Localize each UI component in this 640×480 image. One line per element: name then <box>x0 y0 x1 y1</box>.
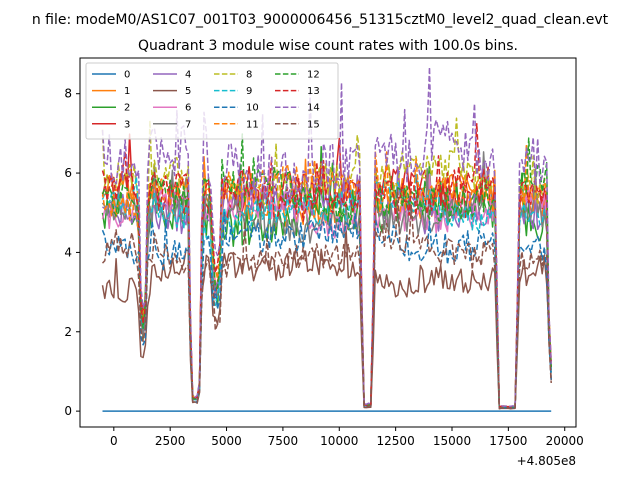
x-tick-label: 15000 <box>433 434 471 448</box>
x-tick-label: 5000 <box>211 434 242 448</box>
x-tick-label: 17500 <box>489 434 527 448</box>
legend-label-4: 4 <box>185 70 191 81</box>
legend-label-3: 3 <box>124 119 130 130</box>
legend-label-6: 6 <box>185 103 191 114</box>
x-tick-label: 0 <box>110 434 118 448</box>
legend-label-2: 2 <box>124 103 130 114</box>
y-axis: 0 2 4 6 8 <box>64 87 80 418</box>
series-line-5 <box>101 225 552 410</box>
series-line-3 <box>101 133 552 408</box>
series-line-12 <box>101 133 552 408</box>
legend-label-0: 0 <box>124 70 130 81</box>
series-line-13 <box>101 123 552 408</box>
x-offset-label: +4.805e8 <box>517 454 576 468</box>
legend-label-15: 15 <box>307 119 320 130</box>
legend-label-14: 14 <box>307 103 320 114</box>
legend-label-1: 1 <box>124 86 130 97</box>
x-tick-label: 12500 <box>377 434 415 448</box>
y-tick-label: 8 <box>64 87 72 101</box>
series-layer <box>101 66 552 412</box>
x-tick-label: 7500 <box>268 434 299 448</box>
x-tick-label: 20000 <box>546 434 584 448</box>
y-tick-label: 4 <box>64 245 72 259</box>
legend-label-8: 8 <box>246 70 252 81</box>
series-line-10 <box>101 211 552 409</box>
legend-label-5: 5 <box>185 86 191 97</box>
y-tick-label: 2 <box>64 325 72 339</box>
figure-suptitle: n file: modeM0/AS1C07_001T03_9000006456_… <box>32 12 609 28</box>
legend-label-13: 13 <box>307 86 320 97</box>
chart-title: Quadrant 3 module wise count rates with … <box>138 38 518 54</box>
legend-label-10: 10 <box>246 103 259 114</box>
legend-label-11: 11 <box>246 119 259 130</box>
x-tick-label: 2500 <box>155 434 186 448</box>
y-tick-label: 0 <box>64 404 72 418</box>
series-line-15 <box>101 189 552 410</box>
x-tick-label: 10000 <box>320 434 358 448</box>
series-line-9 <box>101 173 552 409</box>
legend-label-12: 12 <box>307 70 320 81</box>
x-axis: 0 2500 5000 7500 10000 12500 15000 17500 20000 <box>110 427 584 448</box>
axes-frame <box>79 57 577 428</box>
legend-box <box>85 62 339 140</box>
legend-label-7: 7 <box>185 119 191 130</box>
legend-label-9: 9 <box>246 86 252 97</box>
y-tick-label: 6 <box>64 166 72 180</box>
